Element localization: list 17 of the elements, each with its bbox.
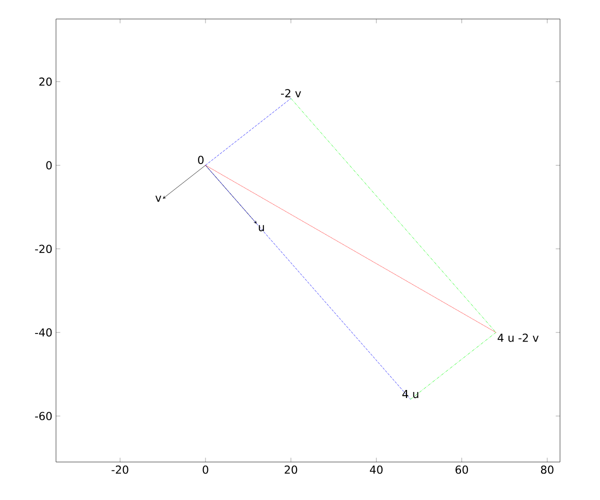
annotation: v xyxy=(155,196,162,202)
x-tick-label: -20 xyxy=(112,466,128,474)
y-tick-label: 20 xyxy=(39,78,52,86)
x-tick-label: 0 xyxy=(202,466,208,474)
annotation: -2 v xyxy=(281,89,302,98)
annotation: 0 xyxy=(198,156,204,164)
annotation: u xyxy=(258,224,264,232)
annotation: 4 u -2 v xyxy=(498,334,539,342)
y-tick-label: -20 xyxy=(35,244,52,253)
y-tick-label: 0 xyxy=(46,161,52,170)
y-tick-label: -40 xyxy=(35,328,52,337)
y-tick-label: -60 xyxy=(35,412,52,420)
x-tick-label: 60 xyxy=(456,466,468,474)
x-tick-label: 20 xyxy=(284,466,298,474)
annotation: 4 u xyxy=(402,390,418,398)
x-tick-label: 80 xyxy=(540,466,554,474)
x-tick-label: 40 xyxy=(370,466,383,474)
